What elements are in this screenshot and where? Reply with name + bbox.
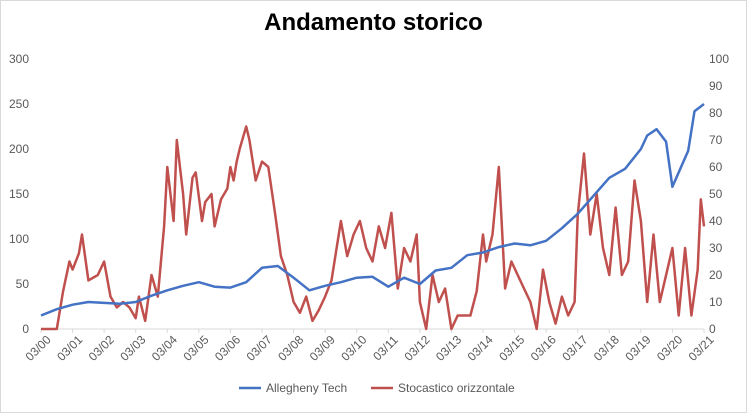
- legend-label: Stocastico orizzontale: [398, 381, 515, 395]
- x-tick-label: 03/20: [654, 332, 685, 363]
- x-tick-label: 03/19: [622, 332, 653, 363]
- y-right-tick-label: 80: [709, 106, 723, 120]
- x-tick-label: 03/14: [465, 332, 496, 363]
- y-right-tick-label: 40: [709, 214, 723, 228]
- x-tick-label: 03/10: [338, 332, 369, 363]
- x-tick-label: 03/21: [686, 332, 717, 363]
- x-tick-label: 03/05: [180, 332, 211, 363]
- chart-title: Andamento storico: [264, 9, 483, 36]
- x-tick-label: 03/13: [433, 332, 464, 363]
- y-right-tick-label: 70: [709, 133, 723, 147]
- x-tick-label: 03/00: [23, 332, 54, 363]
- y-right-tick-label: 10: [709, 295, 723, 309]
- y-left-tick-label: 0: [22, 322, 29, 336]
- x-tick-label: 03/16: [528, 332, 559, 363]
- y-right-tick-label: 60: [709, 160, 723, 174]
- x-tick-label: 03/17: [559, 332, 590, 363]
- series-line-stocastico: [41, 125, 706, 331]
- x-tick-label: 03/02: [86, 332, 117, 363]
- x-tick-label: 03/12: [401, 332, 432, 363]
- y-left-tick-label: 250: [9, 97, 29, 111]
- legend-label: Allegheny Tech: [266, 381, 347, 395]
- x-tick-label: 03/15: [496, 332, 527, 363]
- y-right-tick-label: 30: [709, 241, 723, 255]
- y-left-tick-label: 150: [9, 187, 29, 201]
- y-right-tick-label: 0: [709, 322, 716, 336]
- y-left-tick-label: 100: [9, 232, 29, 246]
- x-tick-label: 03/18: [591, 332, 622, 363]
- x-tick-label: 03/11: [370, 333, 401, 364]
- y-left-tick-label: 50: [16, 277, 30, 291]
- x-tick-label: 03/09: [307, 332, 338, 363]
- x-tick-label: 03/08: [275, 332, 306, 363]
- y-left-tick-label: 200: [9, 142, 29, 156]
- series-line-allegheny-tech: [40, 103, 705, 317]
- y-left-tick-label: 300: [9, 52, 29, 66]
- x-tick-label: 03/07: [244, 332, 275, 363]
- y-right-tick-label: 100: [709, 52, 729, 66]
- y-right-tick-label: 90: [709, 79, 723, 93]
- x-tick-label: 03/03: [117, 332, 148, 363]
- y-right-tick-label: 50: [709, 187, 723, 201]
- x-tick-label: 03/06: [212, 332, 243, 363]
- x-tick-label: 03/04: [149, 332, 180, 363]
- x-tick-label: 03/01: [54, 332, 85, 363]
- y-right-tick-label: 20: [709, 268, 723, 282]
